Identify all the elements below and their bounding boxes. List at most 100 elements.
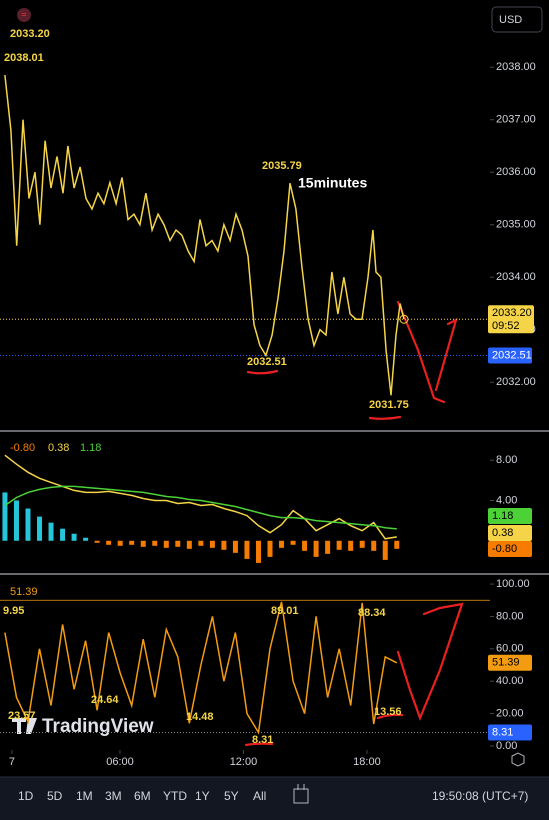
histogram-bar: [71, 533, 77, 541]
histogram-bar: [129, 540, 135, 545]
histogram-bar: [371, 540, 377, 551]
y-tick-label: 60.00: [496, 643, 524, 655]
x-tick-label: 18:00: [353, 756, 381, 768]
range-button[interactable]: 3M: [105, 789, 122, 803]
histogram-bar: [290, 540, 296, 545]
drawing: [244, 742, 274, 747]
y-tick-label: 2037.00: [496, 114, 536, 126]
price-tag: [488, 305, 534, 334]
range-button[interactable]: All: [253, 789, 266, 803]
histogram-bar: [221, 540, 227, 550]
price-tag-label: -0.80: [492, 543, 517, 555]
histogram-bar: [267, 540, 273, 557]
range-button[interactable]: 1M: [76, 789, 93, 803]
price-tag-label: 1.18: [492, 510, 513, 522]
settings-icon[interactable]: [511, 752, 525, 767]
annotation: 24.64: [91, 694, 119, 706]
x-tick-label: 7: [9, 756, 15, 768]
histogram-bar: [336, 540, 342, 550]
y-tick-label: 20.00: [496, 707, 524, 719]
histogram-bar: [325, 540, 331, 554]
histogram-bar: [60, 528, 66, 541]
histogram-bar: [13, 500, 19, 541]
toolbar: [0, 777, 549, 820]
price-tag-label: 0.38: [492, 527, 513, 539]
histogram-bar: [209, 540, 215, 548]
date-range-icon[interactable]: [293, 784, 309, 804]
note: 15minutes: [298, 175, 367, 191]
y-tick-label: 80.00: [496, 610, 524, 622]
histogram-bar: [140, 540, 146, 547]
histogram-bar: [279, 540, 285, 548]
histogram-bar: [2, 492, 8, 541]
drawing: [376, 713, 404, 720]
range-button[interactable]: YTD: [163, 789, 187, 803]
annotation: 89.01: [271, 605, 299, 617]
price-line-series: [4, 75, 405, 396]
y-tick-label: 2034.00: [496, 271, 536, 283]
range-button[interactable]: 5D: [47, 789, 63, 803]
y-tick-label: 4.00: [496, 494, 517, 506]
legend-value: 2033.20: [10, 28, 50, 40]
annotation: 2032.51: [247, 356, 287, 368]
annotation: 2031.75: [369, 399, 409, 411]
price-tag-label: 8.31: [492, 726, 513, 738]
histogram-bar: [255, 540, 261, 563]
histogram-bar: [186, 540, 192, 549]
drawing: [396, 602, 464, 722]
x-tick-label: 06:00: [106, 756, 134, 768]
histogram-bar: [152, 540, 158, 546]
last-point: [399, 314, 409, 324]
watermark-text: TradingView: [42, 716, 154, 737]
annotation: 13.56: [374, 706, 402, 718]
annotation: 9.95: [3, 605, 24, 617]
histogram-bar: [394, 540, 400, 549]
legend-value: 1.18: [80, 442, 101, 454]
symbol-icon: [17, 8, 31, 22]
y-tick-label: 0.00: [496, 740, 517, 752]
annotation: 2038.01: [4, 52, 44, 64]
y-tick-label: 40.00: [496, 675, 524, 687]
histogram-bar: [106, 540, 112, 545]
price-tag: [488, 724, 532, 741]
x-tick-label: 12:00: [230, 756, 258, 768]
annotation: 23.57: [8, 710, 36, 722]
legend-value: -0.80: [10, 442, 35, 454]
histogram-bar: [302, 540, 308, 551]
clock: 19:50:08 (UTC+7): [432, 789, 528, 803]
histogram-bar: [48, 522, 54, 541]
histogram-bar: [348, 540, 354, 551]
symbol-icon-glyph: ≈: [22, 9, 27, 19]
currency-button[interactable]: [491, 6, 543, 33]
annotation: 88.34: [358, 607, 386, 619]
legend-value: 51.39: [10, 586, 38, 598]
histogram-bar: [359, 540, 365, 548]
indicator-line: [4, 485, 397, 530]
countdown: 09:52: [492, 320, 520, 332]
watermark: TradingView: [12, 716, 154, 737]
currency[interactable]: USD: [499, 14, 522, 26]
price-line-series: [4, 601, 398, 735]
price-tag-label: 2033.20: [492, 307, 532, 319]
price-tag: [488, 508, 532, 524]
histogram-bar: [25, 508, 31, 541]
histogram-bar: [83, 537, 89, 541]
y-tick-label: 2038.00: [496, 61, 536, 73]
histogram-bar: [313, 540, 319, 557]
watermark-logo: [12, 718, 37, 734]
price-tag: [488, 347, 532, 364]
range-button[interactable]: 6M: [134, 789, 151, 803]
y-tick-label: 100.00: [496, 578, 530, 590]
y-tick-label: 8.00: [496, 454, 517, 466]
histogram-bar: [117, 540, 123, 546]
histogram-bar: [382, 540, 388, 560]
range-button[interactable]: 5Y: [224, 789, 239, 803]
price-tag-label: 2032.51: [492, 349, 532, 361]
price-tag: [488, 654, 532, 671]
y-tick-label: 2032.00: [496, 376, 536, 388]
y-tick-label: 2035.00: [496, 219, 536, 231]
range-button[interactable]: 1Y: [195, 789, 210, 803]
range-button[interactable]: 1D: [18, 789, 34, 803]
